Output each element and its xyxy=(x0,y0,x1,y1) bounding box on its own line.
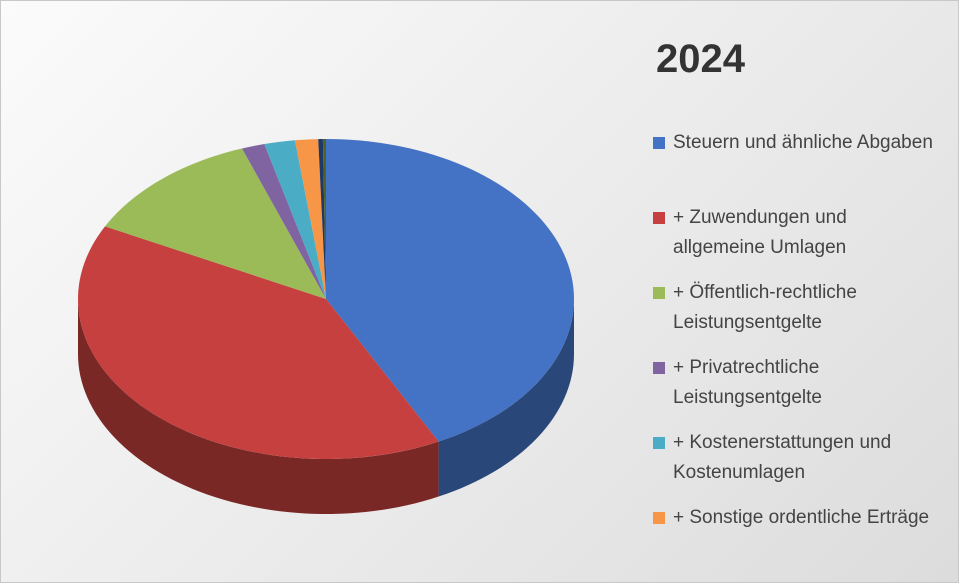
slice-top xyxy=(322,139,326,299)
legend-swatch xyxy=(653,287,665,299)
chart-title: 2024 xyxy=(656,37,745,81)
slice-top xyxy=(294,139,326,299)
legend-label: + Privatrechtliche Leistungsentgelte xyxy=(673,357,822,408)
slice xyxy=(326,139,574,497)
slice-top xyxy=(241,144,326,299)
legend-label: + Kostenerstattungen und Kostenumlagen xyxy=(673,432,892,483)
legend-label: + Sonstige ordentliche Erträge xyxy=(673,507,930,528)
legend-label: Steuern und ähnliche Abgaben xyxy=(673,132,933,153)
legend-item: + Privatrechtliche Leistungsentgelte xyxy=(653,353,943,428)
legend-swatch xyxy=(653,362,665,374)
slice xyxy=(294,139,326,299)
slice xyxy=(264,140,326,299)
legend-label: + Zuwendungen und allgemeine Umlagen xyxy=(673,207,847,258)
slice xyxy=(78,226,439,514)
legend-item: Steuern und ähnliche Abgaben xyxy=(653,128,943,203)
slice xyxy=(322,139,326,299)
slice-top xyxy=(326,139,574,442)
legend-item: + Zuwendungen und allgemeine Umlagen xyxy=(653,203,943,278)
legend-swatch xyxy=(653,512,665,524)
slice-top xyxy=(264,140,326,299)
slice xyxy=(241,144,326,299)
legend-swatch xyxy=(653,437,665,449)
slice xyxy=(318,139,326,299)
slice-top xyxy=(78,226,439,459)
slice xyxy=(105,148,326,299)
legend-item: + Kostenerstattungen und Kostenumlagen xyxy=(653,428,943,503)
slice-side xyxy=(78,299,439,514)
legend-swatch xyxy=(653,137,665,149)
legend-item: + Öffentlich-rechtliche Leistungsentgelt… xyxy=(653,278,943,353)
slice-top xyxy=(318,139,326,299)
legend: Steuern und ähnliche Abgaben + Zuwendunge… xyxy=(653,128,943,578)
legend-item: + Sonstige ordentliche Erträge xyxy=(653,503,943,578)
legend-label: + Öffentlich-rechtliche Leistungsentgelt… xyxy=(673,282,857,333)
slice-top xyxy=(105,148,326,299)
legend-swatch xyxy=(653,212,665,224)
slice-side xyxy=(438,299,574,497)
